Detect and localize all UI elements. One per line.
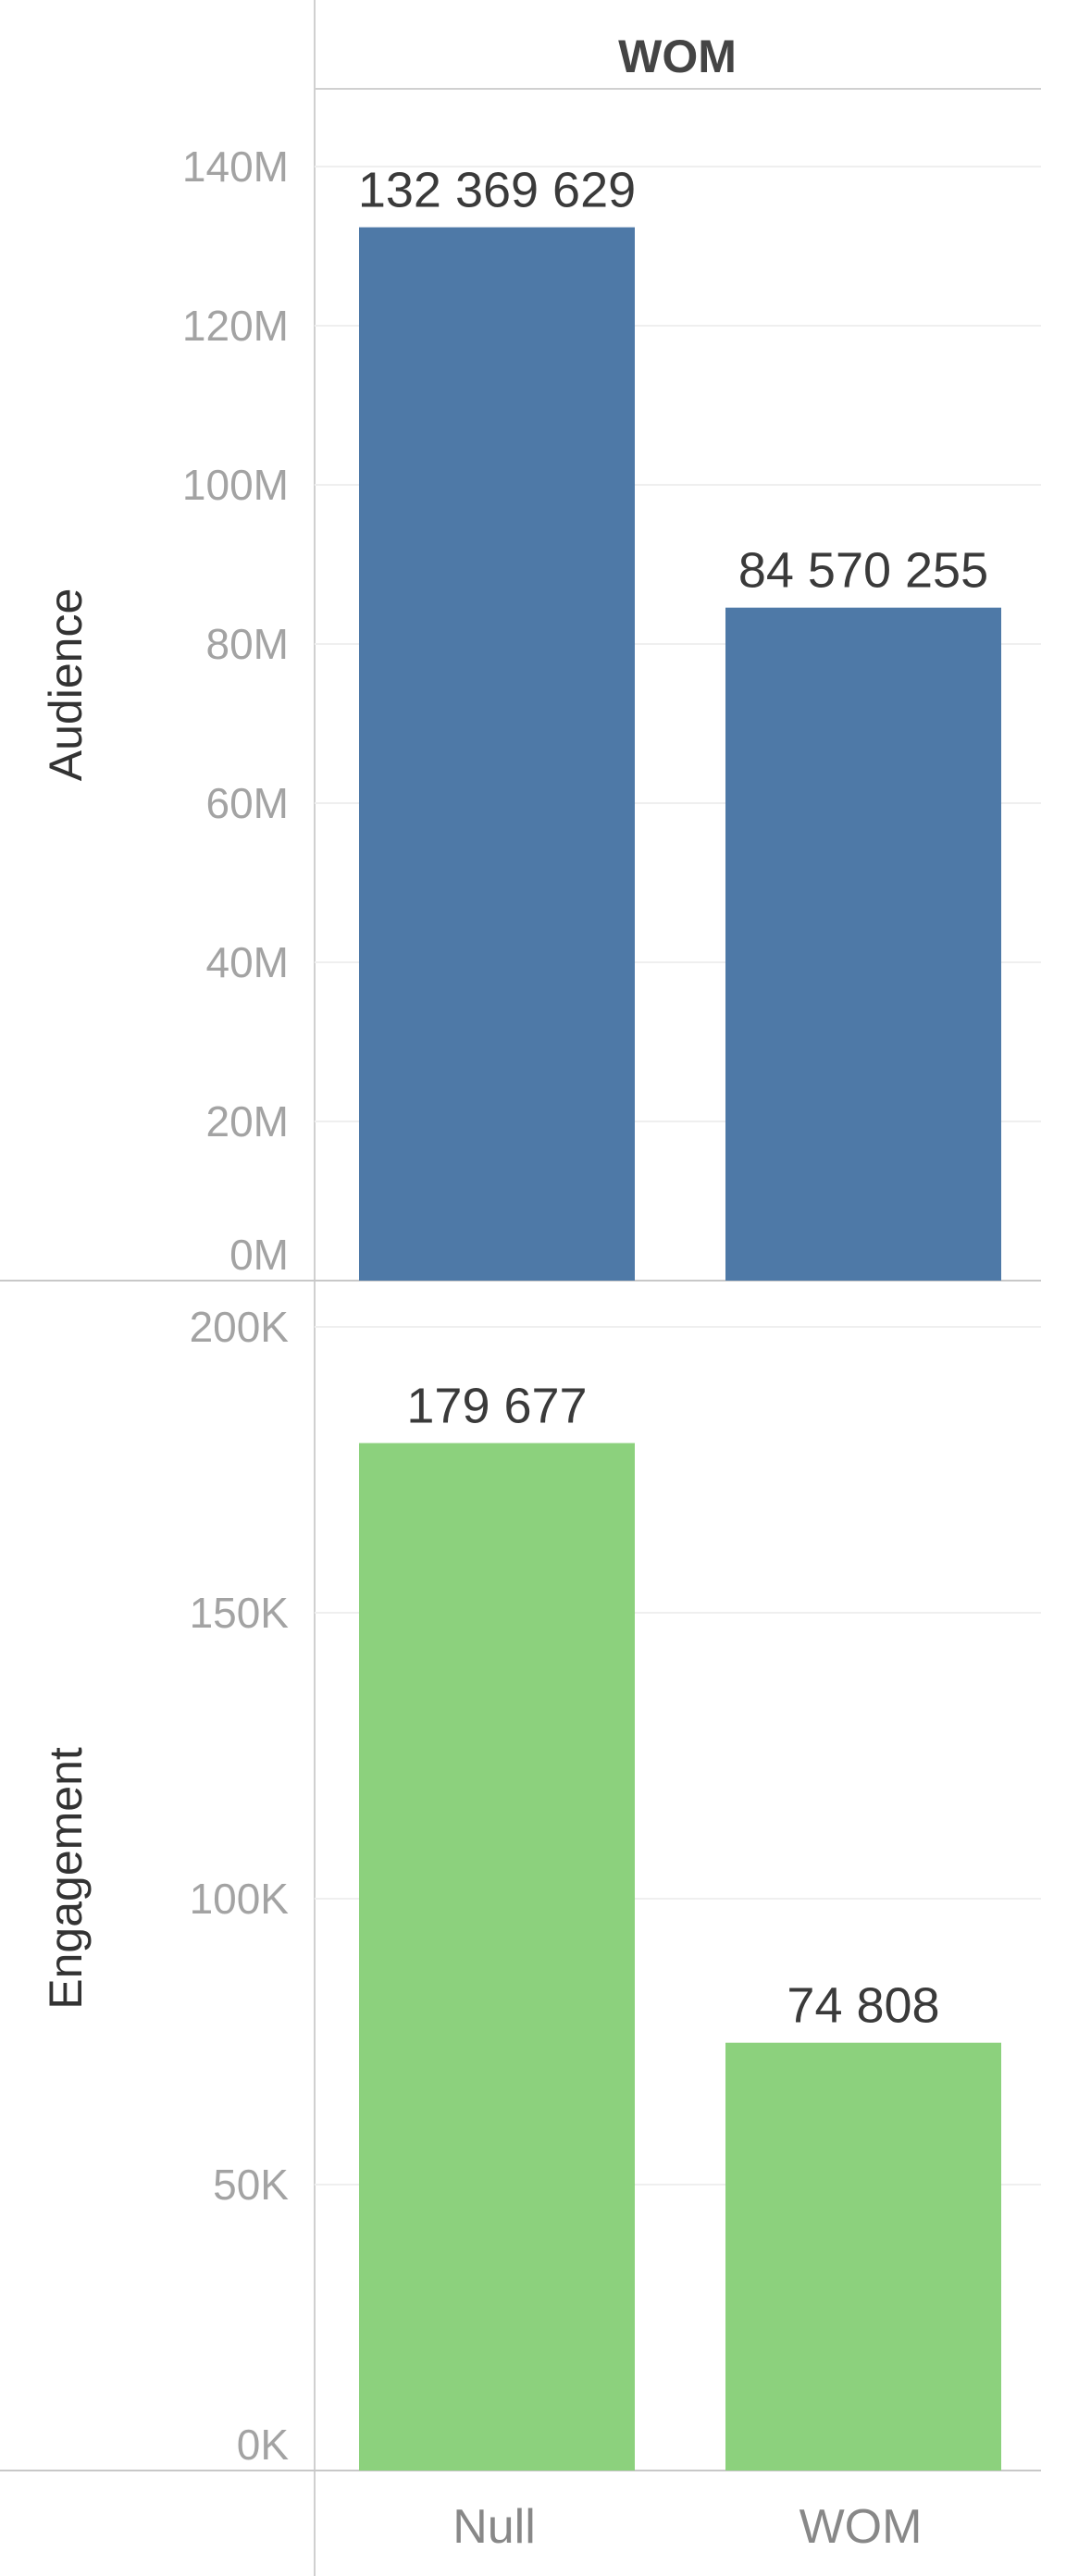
audience-bar-wom bbox=[725, 607, 1001, 1281]
audience-tick-label: 120M bbox=[182, 302, 289, 350]
engagement-bar-wom bbox=[725, 2042, 1001, 2471]
audience-tick-label: 20M bbox=[206, 1097, 289, 1146]
engagement-bar-null bbox=[359, 1443, 635, 2471]
category-label-wom: WOM bbox=[800, 2500, 923, 2554]
engagement-value-label-null: 179 677 bbox=[406, 1379, 587, 1434]
audience-axis-label: Audience bbox=[40, 588, 92, 782]
engagement-tick-label: 0K bbox=[237, 2421, 290, 2469]
engagement-tick-label: 100K bbox=[190, 1875, 290, 1923]
audience-tick-label: 60M bbox=[206, 779, 289, 827]
audience-value-label-null: 132 369 629 bbox=[358, 163, 636, 218]
engagement-value-label-wom: 74 808 bbox=[787, 1978, 939, 2034]
audience-bar-null bbox=[359, 227, 635, 1281]
audience-tick-label: 40M bbox=[206, 938, 289, 986]
column-header: WOM bbox=[618, 31, 737, 82]
audience-tick-label: 80M bbox=[206, 620, 289, 668]
panels: 0M 20M 40M 60M 80M 100M 120M 140M Audience 132 36… bbox=[40, 142, 1041, 2471]
engagement-tick-label: 50K bbox=[213, 2161, 289, 2209]
engagement-tick-label: 150K bbox=[190, 1589, 290, 1637]
engagement-axis-label: Engagement bbox=[40, 1747, 92, 2010]
audience-tick-label: 0M bbox=[229, 1231, 289, 1279]
category-label-null: Null bbox=[452, 2500, 536, 2554]
audience-value-label-wom: 84 570 255 bbox=[738, 543, 988, 599]
audience-tick-label: 100M bbox=[182, 461, 289, 509]
audience-tick-label: 140M bbox=[182, 142, 289, 191]
engagement-tick-label: 200K bbox=[190, 1303, 290, 1351]
